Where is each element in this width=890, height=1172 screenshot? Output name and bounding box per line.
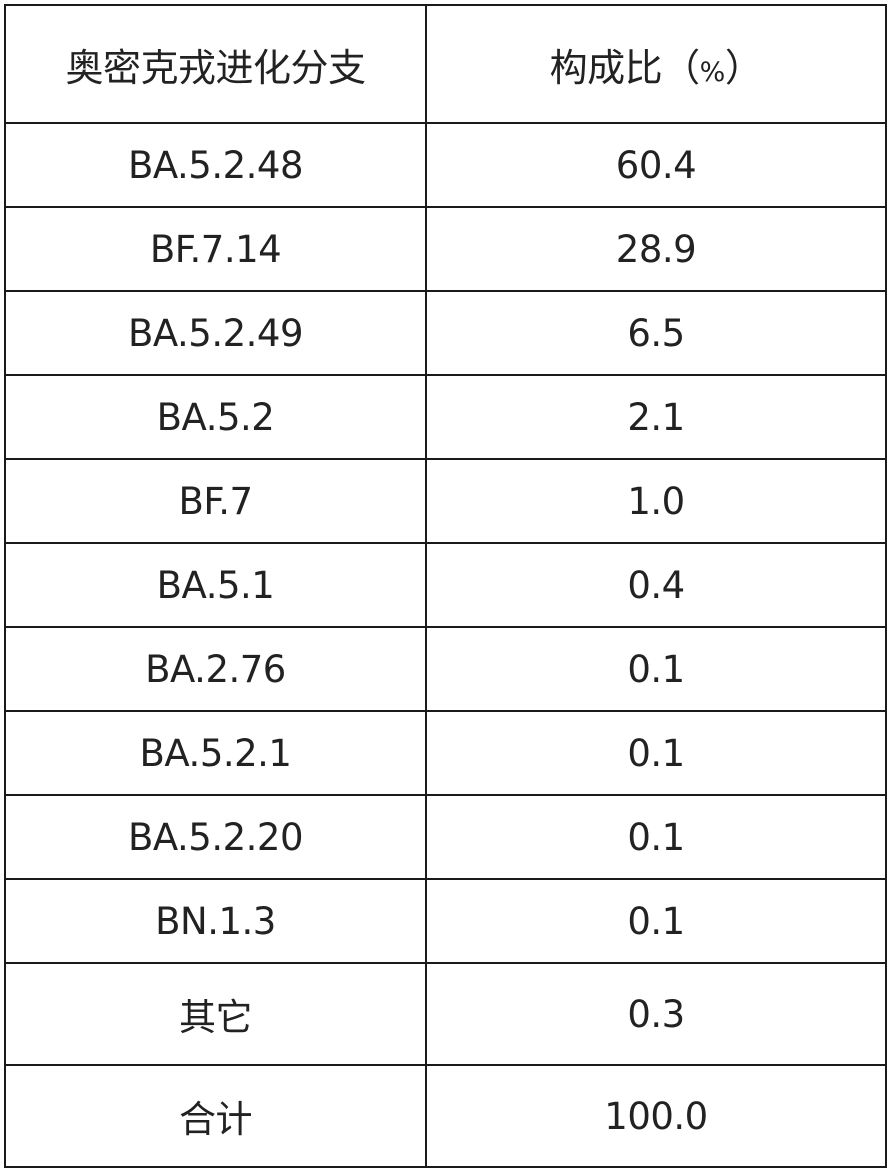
table-row: BA.5.2.49 6.5 bbox=[4, 290, 887, 376]
header-ratio-close: ） bbox=[724, 45, 763, 90]
ratio-cell: 100.0 bbox=[425, 1064, 887, 1168]
ratio-cell: 1.0 bbox=[425, 458, 887, 544]
branch-cell: BA.5.2.49 bbox=[4, 290, 427, 376]
ratio-cell: 2.1 bbox=[425, 374, 887, 460]
ratio-cell: 0.1 bbox=[425, 710, 887, 796]
branch-cell: BF.7.14 bbox=[4, 206, 427, 292]
table-row: BA.2.76 0.1 bbox=[4, 626, 887, 712]
ratio-cell: 0.3 bbox=[425, 962, 887, 1066]
header-ratio: 构成比（%） bbox=[425, 4, 887, 124]
branch-cell: BA.2.76 bbox=[4, 626, 427, 712]
table-row: BF.7.14 28.9 bbox=[4, 206, 887, 292]
branch-cell: 其它 bbox=[4, 962, 427, 1066]
ratio-cell: 6.5 bbox=[425, 290, 887, 376]
branch-cell: BN.1.3 bbox=[4, 878, 427, 964]
branch-cell: 合计 bbox=[4, 1064, 427, 1168]
header-ratio-unit: % bbox=[699, 56, 726, 88]
header-ratio-label: 构成比（ bbox=[549, 45, 701, 90]
table-row: 其它 0.3 bbox=[4, 962, 887, 1066]
ratio-cell: 0.1 bbox=[425, 794, 887, 880]
table-row: BA.5.2.1 0.1 bbox=[4, 710, 887, 796]
table-row: BA.5.2.48 60.4 bbox=[4, 122, 887, 208]
table-header-row: 奥密克戎进化分支 构成比（%） bbox=[4, 4, 887, 124]
variant-composition-table: 奥密克戎进化分支 构成比（%） BA.5.2.48 60.4 BF.7.14 2… bbox=[4, 4, 887, 1168]
ratio-cell: 60.4 bbox=[425, 122, 887, 208]
table-row: BA.5.2.20 0.1 bbox=[4, 794, 887, 880]
ratio-cell: 0.1 bbox=[425, 626, 887, 712]
table-row: BA.5.1 0.4 bbox=[4, 542, 887, 628]
table-row: BF.7 1.0 bbox=[4, 458, 887, 544]
ratio-cell: 28.9 bbox=[425, 206, 887, 292]
table-row: BA.5.2 2.1 bbox=[4, 374, 887, 460]
ratio-cell: 0.1 bbox=[425, 878, 887, 964]
ratio-cell: 0.4 bbox=[425, 542, 887, 628]
branch-cell: BF.7 bbox=[4, 458, 427, 544]
branch-cell: BA.5.2.1 bbox=[4, 710, 427, 796]
variant-table-container: 奥密克戎进化分支 构成比（%） BA.5.2.48 60.4 BF.7.14 2… bbox=[4, 4, 887, 1168]
branch-cell: BA.5.2.20 bbox=[4, 794, 427, 880]
table-row: BN.1.3 0.1 bbox=[4, 878, 887, 964]
table-row-total: 合计 100.0 bbox=[4, 1064, 887, 1168]
branch-cell: BA.5.2.48 bbox=[4, 122, 427, 208]
header-branch: 奥密克戎进化分支 bbox=[4, 4, 427, 124]
branch-cell: BA.5.1 bbox=[4, 542, 427, 628]
branch-cell: BA.5.2 bbox=[4, 374, 427, 460]
